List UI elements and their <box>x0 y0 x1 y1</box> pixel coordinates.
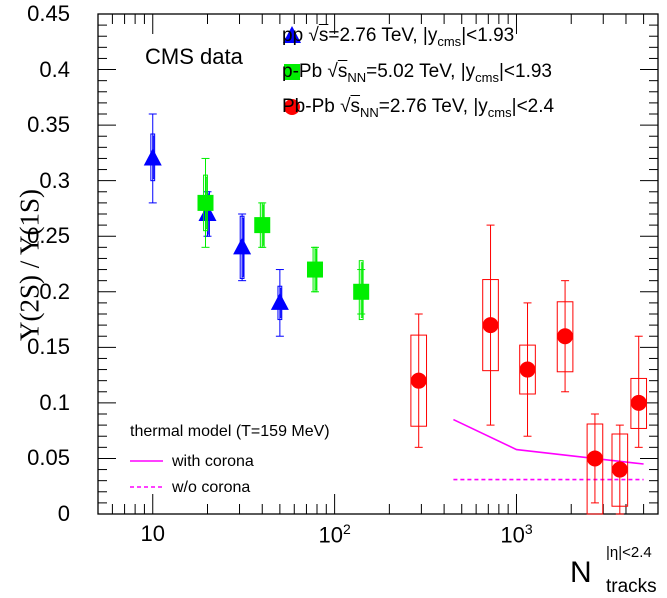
point-pbpb <box>557 328 574 345</box>
y-tick-label: 0.35 <box>27 112 70 138</box>
x-tick-label-exponent: 3 <box>524 521 533 537</box>
legend-entry-pbpb: Pb-Pb √sNN=2.76 TeV, |ycms|<2.4 <box>282 96 555 120</box>
point-ppb <box>306 261 323 278</box>
legend-entry-ppb: p-Pb √sNN=5.02 TeV, |ycms|<1.93 <box>282 61 552 85</box>
point-pbpb <box>586 450 603 467</box>
point-pp <box>270 292 289 310</box>
legend-marker-pp <box>283 26 301 43</box>
y-tick-label: 0 <box>57 501 70 526</box>
y-tick-label: 0.2 <box>39 278 70 304</box>
point-pbpb <box>630 394 647 411</box>
legend-marker-ppb <box>284 64 300 80</box>
cms-data-annotation: CMS data <box>145 44 243 69</box>
point-ppb <box>353 283 370 300</box>
model-legend-title: thermal model (T=159 MeV) <box>130 423 330 440</box>
point-pbpb <box>611 461 628 478</box>
y-tick-label: 0.45 <box>27 1 70 26</box>
point-ppb <box>197 194 214 211</box>
model-legend-with-corona: with corona <box>172 453 254 470</box>
plot-frame <box>97 13 659 515</box>
x-axis-label: N |η|<2.4 tracks <box>570 544 657 597</box>
x-axis-label-base: N <box>570 556 592 589</box>
x-tick-label-base: 10 <box>318 522 343 548</box>
y-tick-label: 0.3 <box>39 167 70 193</box>
model-line-with-corona <box>453 418 644 465</box>
point-pp <box>233 237 252 255</box>
x-axis-label-superscript: |η|<2.4 <box>606 544 652 561</box>
x-tick-label-base: 10 <box>500 522 525 548</box>
x-tick-label: 102 <box>318 521 350 548</box>
x-axis-label-subscript: tracks <box>606 576 657 597</box>
model-legend-without-corona: w/o corona <box>172 479 251 496</box>
point-pbpb <box>519 361 536 378</box>
point-pbpb <box>482 317 499 334</box>
y-tick-label: 0.4 <box>39 56 70 82</box>
point-pp <box>143 148 162 166</box>
legend-entry-pp: pp √s=2.76 TeV, |ycms|<1.93 <box>282 25 515 49</box>
x-tick-label-exponent: 2 <box>342 521 351 537</box>
y-tick-label: 0.05 <box>27 445 70 471</box>
x-tick-label: 103 <box>500 521 532 548</box>
y-tick-label: 0.25 <box>27 223 70 249</box>
y-tick-label: 0.15 <box>27 334 70 360</box>
point-ppb <box>254 217 271 234</box>
x-tick-label-base: 10 <box>140 521 165 546</box>
x-tick-label: 10 <box>140 521 164 547</box>
point-pbpb <box>410 372 427 389</box>
y-tick-label: 0.1 <box>39 389 70 415</box>
legend-marker-pbpb <box>284 99 300 115</box>
